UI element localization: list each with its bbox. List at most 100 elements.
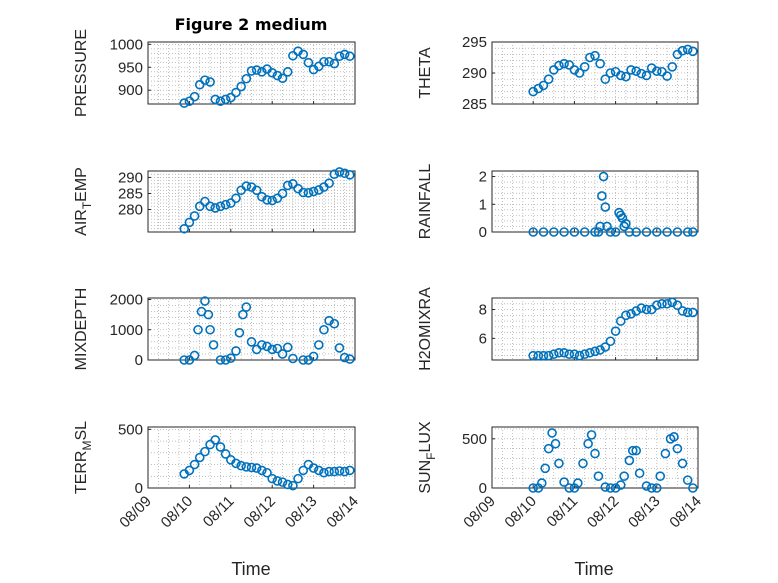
data-point	[272, 343, 283, 354]
x-tick-label: 08/09	[460, 493, 499, 532]
subplot-mixdepth: 0 1000 2000 MIXDEPTH	[73, 288, 356, 371]
data-point	[210, 94, 221, 105]
data-point	[528, 350, 539, 361]
data-point	[251, 463, 262, 473]
data-point	[583, 438, 593, 449]
data-point	[564, 60, 575, 70]
y-tick-label: 1000	[110, 36, 143, 53]
data-point	[598, 171, 609, 182]
data-point	[241, 181, 252, 191]
data-point	[574, 350, 585, 361]
data-point	[615, 480, 626, 490]
data-point	[621, 218, 631, 229]
data-point	[189, 211, 200, 221]
data-point	[319, 324, 329, 335]
data-point	[231, 193, 241, 204]
data-point	[621, 310, 631, 321]
data-point	[590, 448, 600, 459]
x-axis-label-right: Time	[574, 559, 613, 579]
data-point	[272, 193, 283, 204]
data-point	[595, 221, 605, 232]
x-tick-label: 08/12	[240, 493, 279, 532]
y-axis-label: MIXDEPTH	[73, 288, 90, 371]
data-point	[669, 432, 679, 442]
data-point	[257, 67, 267, 77]
data-point	[282, 180, 293, 191]
data-point	[308, 463, 319, 473]
data-point	[677, 458, 688, 469]
y-axis-label: RAINFALL	[417, 164, 434, 240]
data-point	[559, 477, 569, 487]
data-point	[313, 185, 324, 195]
data-point	[550, 438, 561, 449]
data-point	[564, 483, 575, 493]
data-point	[200, 75, 210, 85]
y-tick-label: 2000	[110, 292, 143, 309]
data-point	[334, 466, 345, 476]
data-point	[538, 80, 549, 91]
data-point	[605, 483, 616, 493]
data-point	[528, 483, 539, 493]
x-axis-label-left: Time	[231, 559, 270, 579]
data-point	[590, 227, 600, 237]
data-point	[179, 223, 190, 234]
y-tick-label: 1	[479, 196, 487, 213]
data-point	[262, 341, 272, 352]
subplot-h2omixra: 6 8 H2OMIXRA	[417, 287, 699, 371]
data-point	[624, 227, 635, 237]
data-point	[641, 481, 652, 491]
data-point	[600, 74, 611, 84]
data-point	[597, 191, 607, 201]
data-point	[184, 465, 195, 476]
data-point	[272, 476, 283, 486]
x-tick-label: 08/11	[543, 493, 581, 531]
data-point	[569, 227, 580, 237]
data-point	[205, 77, 215, 87]
data-point	[329, 169, 340, 180]
x-tick-label: 08/12	[584, 493, 623, 532]
data-point	[579, 227, 590, 237]
x-tick-label: 08/11	[200, 493, 238, 531]
data-point	[200, 196, 210, 207]
data-point	[231, 346, 241, 356]
data-point	[605, 68, 616, 78]
data-point	[672, 443, 683, 454]
data-point	[631, 227, 642, 237]
y-axis-label: PRESSURE	[73, 29, 90, 117]
data-point	[241, 73, 252, 84]
data-point	[193, 324, 203, 335]
data-point	[293, 473, 303, 484]
y-tick-label: 0	[479, 224, 487, 241]
y-tick-label: 0	[135, 352, 143, 369]
data-point	[543, 74, 554, 84]
data-point	[231, 458, 241, 469]
data-point	[277, 477, 288, 487]
data-point	[627, 445, 638, 456]
y-tick-label: 500	[462, 431, 487, 448]
x-tick-label: 08/13	[282, 493, 321, 532]
data-point	[651, 227, 662, 237]
data-point	[324, 56, 334, 67]
data-point	[220, 449, 231, 459]
data-point	[677, 45, 688, 56]
data-point	[339, 49, 350, 60]
data-point	[585, 52, 595, 63]
data-point	[339, 168, 350, 179]
data-point	[234, 327, 245, 338]
x-tick-label: 08/09	[116, 493, 155, 532]
data-point	[215, 442, 226, 452]
y-axis-label: H2OMIXRA	[417, 287, 434, 371]
data-point	[610, 326, 621, 336]
data-point	[226, 92, 236, 103]
data-point	[593, 471, 604, 481]
y-tick-label: 290	[462, 65, 487, 82]
data-point	[267, 344, 278, 355]
data-point	[651, 483, 662, 493]
data-point	[215, 355, 226, 365]
data-point	[329, 318, 340, 329]
data-point	[303, 57, 314, 68]
data-point	[564, 349, 575, 360]
data-point	[657, 298, 667, 309]
data-point	[672, 300, 683, 311]
